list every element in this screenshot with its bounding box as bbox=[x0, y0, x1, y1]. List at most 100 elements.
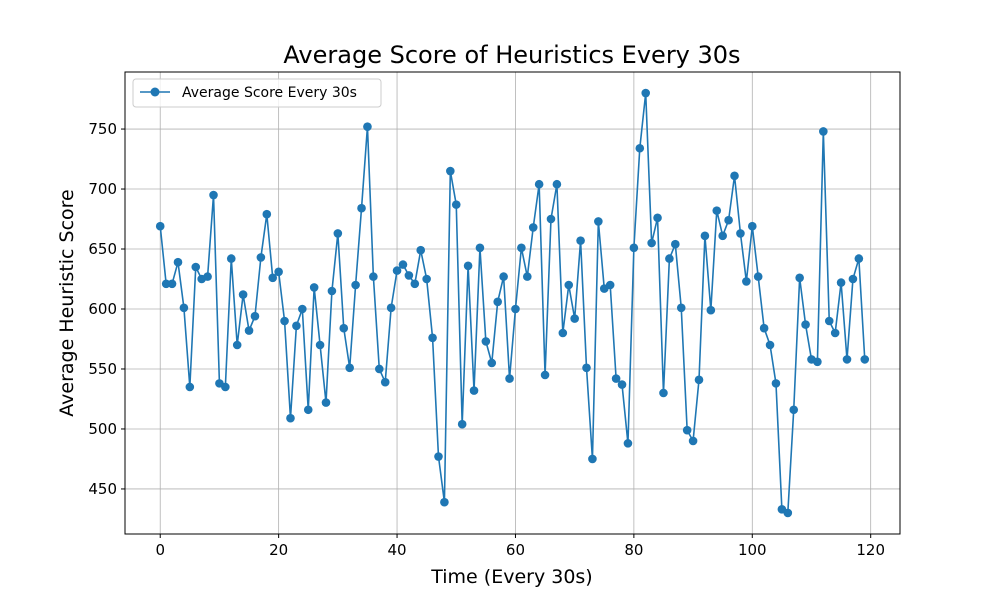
data-point bbox=[659, 388, 668, 398]
data-point bbox=[203, 272, 212, 281]
data-point bbox=[617, 380, 627, 389]
x-tick-label: 60 bbox=[506, 541, 525, 559]
data-point bbox=[339, 323, 349, 333]
data-point bbox=[315, 340, 325, 350]
data-point bbox=[226, 254, 236, 263]
x-axis-label: Time (Every 30s) bbox=[430, 566, 592, 588]
data-point bbox=[641, 88, 651, 98]
data-point bbox=[333, 229, 343, 238]
data-point bbox=[552, 179, 562, 189]
data-point bbox=[558, 328, 568, 338]
data-point bbox=[250, 311, 260, 321]
data-point bbox=[440, 497, 449, 507]
x-tick-label: 80 bbox=[624, 541, 643, 559]
data-point bbox=[753, 272, 763, 281]
y-tick-label: 500 bbox=[88, 420, 117, 438]
data-point bbox=[505, 374, 514, 383]
data-point bbox=[179, 303, 189, 313]
data-point bbox=[611, 374, 621, 383]
legend: Average Score Every 30s bbox=[132, 78, 382, 108]
data-point bbox=[736, 229, 745, 238]
data-point bbox=[582, 363, 591, 373]
data-point bbox=[523, 272, 532, 281]
data-point bbox=[765, 340, 775, 350]
data-point bbox=[848, 274, 858, 284]
x-tick-label: 0 bbox=[155, 541, 165, 559]
data-point bbox=[629, 243, 639, 253]
data-point bbox=[161, 279, 171, 289]
data-point bbox=[191, 262, 201, 272]
data-point bbox=[570, 314, 579, 323]
data-point bbox=[303, 405, 313, 415]
data-point bbox=[345, 363, 354, 373]
data-point bbox=[860, 355, 870, 364]
data-point bbox=[682, 425, 692, 435]
data-point bbox=[244, 326, 254, 335]
data-point bbox=[700, 231, 710, 241]
data-point bbox=[369, 272, 378, 281]
data-point bbox=[209, 190, 218, 200]
data-point bbox=[653, 213, 662, 223]
data-point bbox=[232, 340, 242, 350]
data-point bbox=[309, 283, 319, 292]
data-point bbox=[487, 358, 497, 368]
plot-area-background bbox=[125, 72, 900, 534]
data-point bbox=[292, 321, 301, 331]
data-point bbox=[173, 257, 183, 267]
data-point bbox=[463, 261, 473, 271]
data-point bbox=[842, 355, 852, 364]
data-point bbox=[824, 316, 834, 326]
data-point bbox=[540, 370, 550, 380]
legend-box bbox=[132, 78, 382, 108]
data-point bbox=[321, 398, 331, 407]
data-point bbox=[286, 413, 295, 423]
x-tick-label: 40 bbox=[388, 541, 407, 559]
data-point bbox=[410, 279, 420, 289]
data-point bbox=[416, 245, 426, 255]
data-point bbox=[374, 364, 384, 374]
y-tick-label: 650 bbox=[88, 240, 117, 258]
y-tick-label: 750 bbox=[88, 120, 117, 138]
data-point bbox=[647, 238, 656, 248]
data-point bbox=[398, 260, 408, 269]
legend-marker-sample bbox=[150, 87, 160, 97]
series-layer bbox=[155, 88, 870, 518]
data-point bbox=[493, 297, 503, 307]
data-point bbox=[819, 127, 828, 136]
data-point bbox=[712, 206, 722, 215]
data-point bbox=[451, 200, 461, 209]
data-point bbox=[665, 254, 674, 263]
data-point bbox=[588, 454, 597, 464]
data-point bbox=[688, 436, 698, 446]
y-axis-label: Average Heuristic Score bbox=[56, 189, 78, 417]
data-point bbox=[759, 323, 769, 333]
data-point bbox=[730, 171, 739, 181]
data-point bbox=[256, 253, 266, 262]
data-point bbox=[671, 239, 680, 249]
data-point bbox=[298, 304, 307, 314]
data-point bbox=[836, 278, 846, 287]
data-point bbox=[724, 215, 733, 225]
data-point bbox=[564, 280, 574, 290]
y-tick-label: 600 bbox=[88, 300, 117, 318]
data-point bbox=[386, 303, 396, 313]
data-point bbox=[747, 221, 757, 231]
data-point bbox=[594, 217, 603, 226]
data-point bbox=[771, 379, 781, 388]
data-point bbox=[404, 271, 414, 280]
data-point bbox=[789, 405, 799, 415]
data-point bbox=[434, 452, 443, 461]
data-point bbox=[499, 272, 508, 281]
data-point bbox=[718, 231, 727, 241]
y-tick-label: 700 bbox=[88, 180, 117, 198]
data-point bbox=[268, 273, 278, 283]
y-tick-label: 450 bbox=[88, 480, 117, 498]
data-point bbox=[511, 304, 520, 314]
data-point bbox=[546, 214, 556, 224]
data-point bbox=[351, 280, 360, 290]
x-axis-ticks: 0 20 40 60 80 100 120 bbox=[155, 534, 885, 559]
data-point bbox=[623, 439, 633, 448]
x-tick-label: 20 bbox=[269, 541, 288, 559]
data-point bbox=[635, 143, 645, 153]
